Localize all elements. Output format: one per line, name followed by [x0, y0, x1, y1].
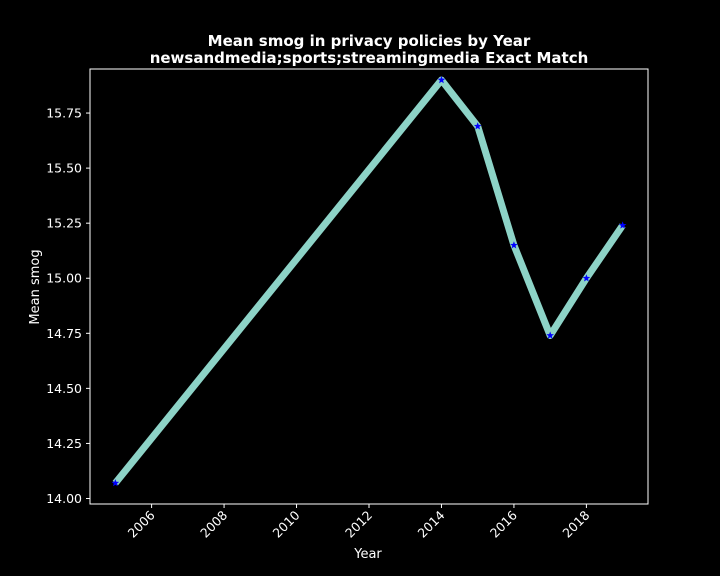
- data-point: [618, 221, 627, 229]
- data-point: [510, 241, 518, 249]
- x-tick-label: 2012: [342, 508, 375, 541]
- y-tick-label: 15.00: [46, 271, 82, 286]
- x-tick-label: 2010: [270, 507, 303, 540]
- chart-subtitle: newsandmedia;sports;streamingmedia Exact…: [150, 49, 589, 67]
- data-point: [546, 331, 554, 339]
- x-tick-label: 2006: [125, 507, 158, 540]
- y-axis: 14.00 14.25 14.50 14.75 15.00 15.25 15.50 15.75: [46, 106, 90, 506]
- y-tick-label: 15.25: [46, 216, 82, 231]
- y-axis-label: Mean smog: [28, 249, 43, 324]
- x-axis-label: Year: [353, 547, 382, 562]
- data-point: [437, 76, 446, 84]
- x-tick-label: 2014: [414, 507, 447, 540]
- y-tick-label: 15.75: [46, 106, 82, 121]
- data-point: [473, 122, 482, 130]
- x-tick-label: 2016: [487, 507, 520, 540]
- chart-title: Mean smog in privacy policies by Year: [208, 32, 531, 50]
- y-tick-label: 14.75: [46, 326, 82, 341]
- data-point: [582, 274, 591, 282]
- y-tick-label: 14.50: [46, 381, 82, 396]
- y-tick-label: 14.00: [46, 491, 82, 506]
- series-line: [112, 76, 626, 486]
- x-tick-label: 2018: [559, 507, 592, 540]
- x-axis: 2006 2008 2010 2012 2014 2016 2018: [125, 504, 593, 541]
- x-tick-label: 2008: [197, 507, 230, 540]
- plot-area-frame: [89, 68, 649, 505]
- y-tick-label: 15.50: [46, 161, 82, 176]
- series-group: [111, 76, 627, 487]
- y-tick-label: 14.25: [46, 436, 82, 451]
- data-point: [111, 479, 120, 487]
